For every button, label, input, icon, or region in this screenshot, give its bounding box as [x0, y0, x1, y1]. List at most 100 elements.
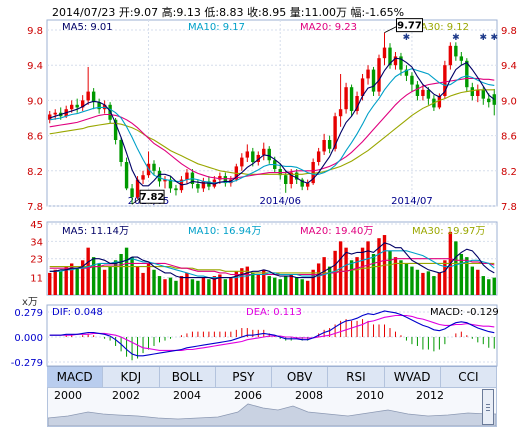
timeline-sparkline	[48, 403, 496, 426]
timeline-drag-handle[interactable]	[482, 389, 494, 425]
volume-bar	[190, 279, 195, 295]
volume-bar	[404, 263, 409, 295]
candle-body	[410, 75, 414, 85]
candle-body	[366, 69, 370, 79]
volume-bar	[305, 280, 310, 295]
timeline-year: 2004	[173, 389, 201, 402]
timeline-year: 2010	[356, 389, 384, 402]
candle-body	[240, 157, 244, 167]
candle-body	[437, 96, 442, 108]
macd-legend-label: MACD: -0.129	[430, 307, 499, 318]
price-axis-tick-right: 7.8	[501, 202, 517, 213]
volume-bar	[64, 266, 68, 295]
candle-body	[256, 154, 260, 162]
volume-bar	[492, 277, 496, 295]
candle-body	[349, 87, 354, 111]
price-panel-frame	[46, 19, 498, 207]
volume-bar	[437, 272, 442, 295]
price-axis-tick-left: 9.0	[27, 96, 43, 107]
tab-rsi[interactable]: RSI	[328, 367, 385, 387]
volume-bar	[415, 269, 420, 295]
volume-bar	[212, 276, 217, 295]
candle-body	[487, 98, 491, 103]
macd-axis-tick: -0.279	[11, 358, 43, 369]
price-axis-tick-left: 8.6	[27, 132, 43, 143]
candle-body	[267, 148, 271, 161]
price-axis-tick-right: 8.6	[501, 132, 517, 143]
candle-body	[135, 179, 140, 198]
candle-body	[262, 148, 266, 155]
volume-bar	[316, 263, 321, 295]
candle-body	[360, 78, 365, 96]
tab-cci[interactable]: CCI	[441, 367, 497, 387]
volume-bar	[371, 253, 376, 295]
candle-body	[300, 179, 304, 187]
dea-legend-label: DEA: 0.113	[246, 307, 302, 318]
ma-legend-label: MA20: 9.23	[300, 22, 357, 33]
candle-body	[163, 179, 167, 182]
tab-obv[interactable]: OBV	[272, 367, 329, 387]
volume-bar	[141, 272, 145, 295]
tab-kdj[interactable]: KDJ	[103, 367, 160, 387]
event-marker-icon: ✱	[452, 33, 460, 43]
price-axis-tick-right: 9.8	[501, 26, 517, 37]
volume-bar	[294, 277, 299, 295]
candle-body	[448, 45, 453, 66]
timeline-year: 2006	[234, 389, 262, 402]
volume-axis-tick: 11	[30, 274, 43, 285]
volume-bar	[410, 266, 414, 295]
candle-body	[97, 102, 101, 110]
price-axis-tick-left: 8.2	[27, 167, 43, 178]
volume-ma-legend-label: MA10: 16.94万	[188, 226, 261, 237]
quote-info-bar: 2014/07/23 开:9.07 高:9.13 低:8.83 收:8.95 量…	[52, 4, 404, 20]
volume-bar	[355, 257, 359, 295]
volume-ma5-line	[49, 242, 495, 280]
volume-ma20-line	[49, 258, 495, 276]
candle-body	[344, 87, 348, 110]
tab-macd[interactable]: MACD	[47, 367, 104, 387]
volume-bar	[234, 271, 239, 295]
volume-bar	[179, 276, 184, 295]
tab-wvad[interactable]: WVAD	[385, 367, 441, 387]
volume-bar	[108, 266, 112, 295]
volume-bar	[476, 269, 480, 295]
candle-body	[426, 89, 431, 99]
close-label: 收:	[247, 6, 262, 19]
volume-bar	[229, 277, 233, 295]
volume-bar	[278, 279, 282, 295]
history-timeline[interactable]: 2000 2002 2004 2006 2008 2010 2012	[47, 387, 497, 427]
ma5-line	[49, 57, 495, 187]
candle-body	[245, 151, 250, 158]
volume-bar	[80, 260, 85, 295]
ma-legend-label: MA5: 9.01	[62, 22, 113, 33]
volume-bar	[470, 266, 475, 295]
volume-bar	[459, 253, 464, 295]
close-value: 8.95	[261, 6, 287, 19]
high-callout-leader	[384, 26, 397, 33]
tab-boll[interactable]: BOLL	[160, 367, 216, 387]
timeline-year: 2012	[416, 389, 444, 402]
tab-psy[interactable]: PSY	[216, 367, 272, 387]
candle-body	[454, 45, 458, 57]
open-label: 开:	[118, 6, 134, 19]
month-label: 2014/07	[391, 196, 433, 207]
candle-body	[174, 188, 178, 191]
volume-bar	[421, 272, 425, 295]
candle-body	[207, 181, 211, 187]
volume-bar	[432, 276, 436, 295]
volume-bar	[251, 272, 255, 295]
candle-body	[322, 140, 326, 152]
candle-body	[481, 89, 485, 99]
volume-axis-tick: 34	[30, 237, 43, 248]
price-axis-tick-left: 7.8	[27, 202, 43, 213]
candle-body	[157, 170, 162, 182]
volume-value: 11.00万	[304, 6, 348, 19]
ma30-line	[49, 89, 495, 175]
candle-body	[470, 87, 475, 96]
dea-line	[49, 314, 495, 351]
indicator-tabs: MACD KDJ BOLL PSY OBV RSI WVAD CCI	[47, 366, 497, 388]
volume-axis-tick: 23	[30, 255, 43, 266]
volume-bar	[174, 280, 178, 295]
candle-body	[421, 89, 425, 96]
